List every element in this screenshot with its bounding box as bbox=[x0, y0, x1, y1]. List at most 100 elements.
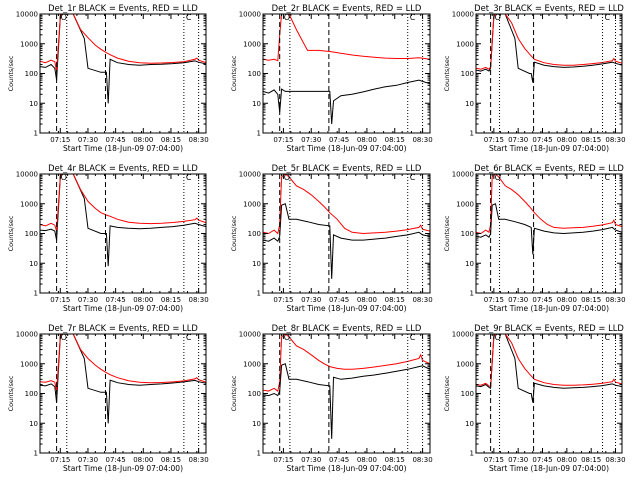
x-tick-label: 08:00 bbox=[357, 136, 377, 144]
y-tick-label: 1 bbox=[34, 290, 38, 298]
x-tick-label: 08:15 bbox=[385, 456, 405, 464]
panel-title: Det_3r BLACK = Events, RED = LLD bbox=[474, 3, 624, 13]
annotation-o: O bbox=[495, 333, 501, 342]
x-tick-label: 08:00 bbox=[133, 136, 153, 144]
annotation-c: C bbox=[605, 173, 611, 182]
series-group bbox=[40, 174, 206, 267]
annotation-o: O bbox=[61, 333, 67, 342]
y-axis-label: Counts/sec bbox=[443, 215, 451, 251]
y-tick-label: 1 bbox=[257, 450, 261, 458]
panel-title: Det_8r BLACK = Events, RED = LLD bbox=[272, 323, 422, 333]
series-line-red bbox=[263, 334, 430, 392]
y-axis-label: Counts/sec bbox=[230, 55, 238, 91]
x-tick-label: 07:30 bbox=[78, 296, 98, 304]
y-tick-label: 1 bbox=[470, 450, 474, 458]
annotation-c: C bbox=[410, 13, 416, 22]
x-axis-label: Start Time (18-Jun-09 07:04:00) bbox=[287, 304, 407, 313]
panel-title: Det_7r BLACK = Events, RED = LLD bbox=[48, 323, 198, 333]
x-tick-label: 07:15 bbox=[484, 136, 504, 144]
y-tick-label: 10000 bbox=[452, 11, 474, 19]
x-tick-label: 08:15 bbox=[581, 456, 601, 464]
y-tick-label: 10 bbox=[465, 420, 474, 428]
y-tick-label: 100 bbox=[461, 70, 474, 78]
series-line-red bbox=[476, 174, 622, 235]
series-line-black bbox=[263, 363, 430, 439]
plot-frame bbox=[262, 13, 431, 134]
series-line-black bbox=[40, 174, 206, 267]
y-tick-label: 10 bbox=[29, 260, 38, 268]
y-axis-label: Counts/sec bbox=[230, 215, 238, 251]
y-axis-label: Counts/sec bbox=[7, 55, 15, 91]
y-tick-label: 10 bbox=[252, 100, 261, 108]
x-tick-label: 08:15 bbox=[161, 296, 181, 304]
x-tick-label: 07:30 bbox=[301, 296, 321, 304]
x-tick-label: 08:00 bbox=[557, 136, 577, 144]
series-line-red bbox=[40, 334, 206, 392]
series-line-red bbox=[476, 334, 622, 388]
x-tick-label: 07:15 bbox=[484, 456, 504, 464]
plot-frame bbox=[475, 13, 623, 134]
plot-frame bbox=[262, 173, 431, 294]
y-tick-label: 1 bbox=[470, 290, 474, 298]
x-tick-label: 07:30 bbox=[78, 136, 98, 144]
x-tick-label: 08:00 bbox=[357, 456, 377, 464]
x-tick-label: 07:45 bbox=[532, 456, 552, 464]
y-axis-label: Counts/sec bbox=[7, 375, 15, 411]
y-tick-label: 10000 bbox=[239, 11, 261, 19]
x-tick-label: 07:30 bbox=[508, 136, 528, 144]
annotation-c: C bbox=[605, 13, 611, 22]
series-line-black bbox=[40, 334, 206, 424]
panel-title: Det_1r BLACK = Events, RED = LLD bbox=[48, 3, 198, 13]
series-group bbox=[40, 334, 206, 424]
annotation-o: O bbox=[284, 333, 290, 342]
x-axis-label: Start Time (18-Jun-09 07:04:00) bbox=[63, 304, 183, 313]
x-tick-label: 08:00 bbox=[133, 296, 153, 304]
series-line-red bbox=[40, 14, 206, 72]
annotation-c: C bbox=[410, 173, 416, 182]
y-tick-label: 100 bbox=[248, 230, 261, 238]
annotation-o: O bbox=[61, 173, 67, 182]
x-axis-label: Start Time (18-Jun-09 07:04:00) bbox=[489, 304, 609, 313]
y-tick-label: 1000 bbox=[456, 360, 474, 368]
y-tick-label: 10000 bbox=[452, 331, 474, 339]
panel-title: Det_2r BLACK = Events, RED = LLD bbox=[272, 3, 422, 13]
x-tick-label: 07:45 bbox=[329, 136, 349, 144]
x-axis-label: Start Time (18-Jun-09 07:04:00) bbox=[287, 144, 407, 153]
y-tick-label: 100 bbox=[25, 390, 38, 398]
x-tick-label: 07:45 bbox=[329, 456, 349, 464]
plot-frame bbox=[262, 333, 431, 454]
y-tick-label: 1000 bbox=[456, 40, 474, 48]
y-tick-label: 1 bbox=[470, 130, 474, 138]
x-tick-label: 08:30 bbox=[412, 296, 432, 304]
series-line-black bbox=[476, 334, 622, 403]
y-tick-label: 100 bbox=[461, 390, 474, 398]
x-tick-label: 08:15 bbox=[385, 296, 405, 304]
x-tick-label: 07:45 bbox=[106, 296, 126, 304]
x-axis-label: Start Time (18-Jun-09 07:04:00) bbox=[63, 464, 183, 473]
x-tick-label: 07:30 bbox=[508, 456, 528, 464]
y-axis-label: Counts/sec bbox=[230, 375, 238, 411]
y-tick-label: 100 bbox=[461, 230, 474, 238]
annotation-c: C bbox=[186, 173, 192, 182]
panel-title: Det_6r BLACK = Events, RED = LLD bbox=[474, 163, 624, 173]
x-axis-label: Start Time (18-Jun-09 07:04:00) bbox=[489, 144, 609, 153]
annotation-o: O bbox=[61, 13, 67, 22]
x-axis-label: Start Time (18-Jun-09 07:04:00) bbox=[63, 144, 183, 153]
x-tick-label: 08:00 bbox=[357, 296, 377, 304]
y-tick-label: 10 bbox=[29, 420, 38, 428]
x-tick-label: 08:30 bbox=[412, 456, 432, 464]
y-tick-label: 10 bbox=[252, 260, 261, 268]
y-tick-label: 10000 bbox=[16, 331, 38, 339]
y-tick-label: 1000 bbox=[456, 200, 474, 208]
x-tick-label: 08:30 bbox=[189, 136, 209, 144]
x-tick-label: 07:15 bbox=[273, 456, 293, 464]
y-tick-label: 1000 bbox=[20, 200, 38, 208]
